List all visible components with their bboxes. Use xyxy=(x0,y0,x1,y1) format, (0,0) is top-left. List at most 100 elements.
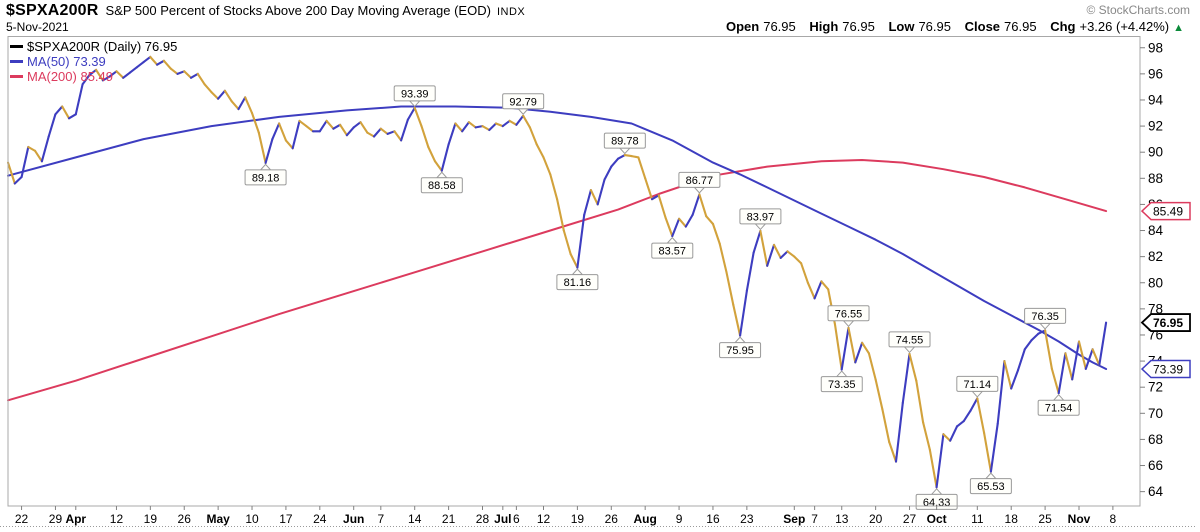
svg-text:83.97: 83.97 xyxy=(747,211,775,223)
ma50-line-swatch xyxy=(10,60,23,63)
svg-text:88.58: 88.58 xyxy=(428,180,456,192)
chart-title-row: $SPXA200R S&P 500 Percent of Stocks Above… xyxy=(6,2,525,20)
svg-text:17: 17 xyxy=(279,512,293,526)
change-up-icon: ▲ xyxy=(1173,22,1184,34)
svg-text:24: 24 xyxy=(313,512,327,526)
svg-text:76.55: 76.55 xyxy=(835,308,863,320)
svg-text:Sep: Sep xyxy=(783,512,805,526)
svg-text:Oct: Oct xyxy=(927,512,947,526)
svg-text:8: 8 xyxy=(1110,512,1117,526)
chart-header: $SPXA200R S&P 500 Percent of Stocks Above… xyxy=(0,0,1200,36)
svg-text:12: 12 xyxy=(110,512,124,526)
svg-text:93.39: 93.39 xyxy=(401,88,429,100)
ohlc-row: Open 76.95 High 76.95 Low 76.95 Close 76.95 … xyxy=(716,19,1184,34)
svg-text:73.35: 73.35 xyxy=(828,379,856,391)
svg-text:76.95: 76.95 xyxy=(1153,316,1183,330)
legend-item-price: $SPXA200R (Daily) 76.95 xyxy=(10,39,177,54)
price-line-swatch xyxy=(10,45,23,48)
svg-text:73.39: 73.39 xyxy=(1153,363,1183,377)
svg-text:26: 26 xyxy=(178,512,192,526)
high-label: High xyxy=(809,19,839,34)
svg-text:19: 19 xyxy=(571,512,585,526)
svg-text:86.77: 86.77 xyxy=(686,175,714,187)
svg-text:Nov: Nov xyxy=(1068,512,1091,526)
chart-legend: $SPXA200R (Daily) 76.95 MA(50) 73.39 MA(… xyxy=(10,39,177,84)
svg-text:Jul: Jul xyxy=(494,512,511,526)
price-chart-svg: 89.18 93.39 88.58 92.79 81.16 89.78 83.57 86.77… xyxy=(0,36,1196,527)
svg-text:89.18: 89.18 xyxy=(252,172,280,184)
svg-text:68: 68 xyxy=(1148,432,1163,447)
svg-text:Apr: Apr xyxy=(65,512,86,526)
svg-text:92: 92 xyxy=(1148,119,1163,134)
svg-text:74.55: 74.55 xyxy=(896,334,924,346)
low-value: 76.95 xyxy=(918,19,951,34)
low-label: Low xyxy=(888,19,915,34)
svg-text:16: 16 xyxy=(706,512,720,526)
svg-text:71.54: 71.54 xyxy=(1045,403,1073,415)
legend-item-ma200: MA(200) 85.49 xyxy=(10,69,177,84)
svg-text:71.14: 71.14 xyxy=(964,379,992,391)
chart-title: S&P 500 Percent of Stocks Above 200 Day … xyxy=(105,3,491,18)
svg-text:29: 29 xyxy=(49,512,63,526)
svg-text:11: 11 xyxy=(971,512,984,526)
svg-text:10: 10 xyxy=(245,512,259,526)
svg-text:12: 12 xyxy=(537,512,551,526)
svg-text:26: 26 xyxy=(605,512,619,526)
svg-text:18: 18 xyxy=(1005,512,1019,526)
svg-text:22: 22 xyxy=(15,512,29,526)
svg-text:75.95: 75.95 xyxy=(726,345,754,357)
exchange-label: INDX xyxy=(496,6,526,18)
svg-text:9: 9 xyxy=(676,512,683,526)
svg-text:23: 23 xyxy=(740,512,754,526)
svg-text:21: 21 xyxy=(442,512,456,526)
svg-text:20: 20 xyxy=(869,512,883,526)
legend-item-ma50: MA(50) 73.39 xyxy=(10,54,177,69)
svg-text:85.49: 85.49 xyxy=(1153,205,1183,219)
svg-text:84: 84 xyxy=(1148,223,1164,238)
svg-text:13: 13 xyxy=(835,512,849,526)
svg-text:90: 90 xyxy=(1148,145,1163,160)
svg-text:80: 80 xyxy=(1148,275,1163,290)
open-label: Open xyxy=(725,19,760,34)
close-label: Close xyxy=(964,19,1001,34)
high-value: 76.95 xyxy=(842,19,875,34)
chart-date: 5-Nov-2021 xyxy=(6,20,69,34)
svg-text:Aug: Aug xyxy=(634,512,657,526)
svg-text:92.79: 92.79 xyxy=(509,96,537,108)
svg-text:6: 6 xyxy=(513,512,520,526)
close-value: 76.95 xyxy=(1004,19,1037,34)
svg-text:70: 70 xyxy=(1148,406,1163,421)
svg-text:89.78: 89.78 xyxy=(611,136,639,148)
change-label: Chg xyxy=(1050,19,1076,34)
svg-text:7: 7 xyxy=(377,512,384,526)
ma200-line-swatch xyxy=(10,75,23,78)
svg-text:82: 82 xyxy=(1148,249,1163,264)
svg-text:14: 14 xyxy=(408,512,422,526)
svg-text:7: 7 xyxy=(811,512,818,526)
svg-text:66: 66 xyxy=(1148,458,1163,473)
svg-text:83.57: 83.57 xyxy=(659,246,687,258)
svg-text:81.16: 81.16 xyxy=(564,277,592,289)
symbol: $SPXA200R xyxy=(6,2,99,19)
svg-text:Jun: Jun xyxy=(343,512,364,526)
svg-text:98: 98 xyxy=(1148,40,1163,55)
legend-ma200-label: MA(200) 85.49 xyxy=(27,69,113,84)
svg-text:96: 96 xyxy=(1148,66,1163,81)
svg-text:64: 64 xyxy=(1148,484,1164,499)
svg-text:May: May xyxy=(206,512,230,526)
svg-text:76.35: 76.35 xyxy=(1031,311,1059,323)
legend-ma50-label: MA(50) 73.39 xyxy=(27,54,106,69)
plot-area[interactable]: 89.18 93.39 88.58 92.79 81.16 89.78 83.57 86.77… xyxy=(0,36,1200,532)
open-value: 76.95 xyxy=(763,19,796,34)
change-value: +3.26 (+4.42%) xyxy=(1079,19,1170,34)
copyright: © StockCharts.com xyxy=(1086,3,1190,17)
svg-text:78: 78 xyxy=(1148,301,1163,316)
svg-text:25: 25 xyxy=(1038,512,1052,526)
svg-text:94: 94 xyxy=(1148,92,1164,107)
svg-text:65.53: 65.53 xyxy=(977,481,1005,493)
svg-text:19: 19 xyxy=(144,512,158,526)
svg-text:72: 72 xyxy=(1148,380,1163,395)
svg-text:88: 88 xyxy=(1148,171,1163,186)
svg-text:28: 28 xyxy=(476,512,490,526)
